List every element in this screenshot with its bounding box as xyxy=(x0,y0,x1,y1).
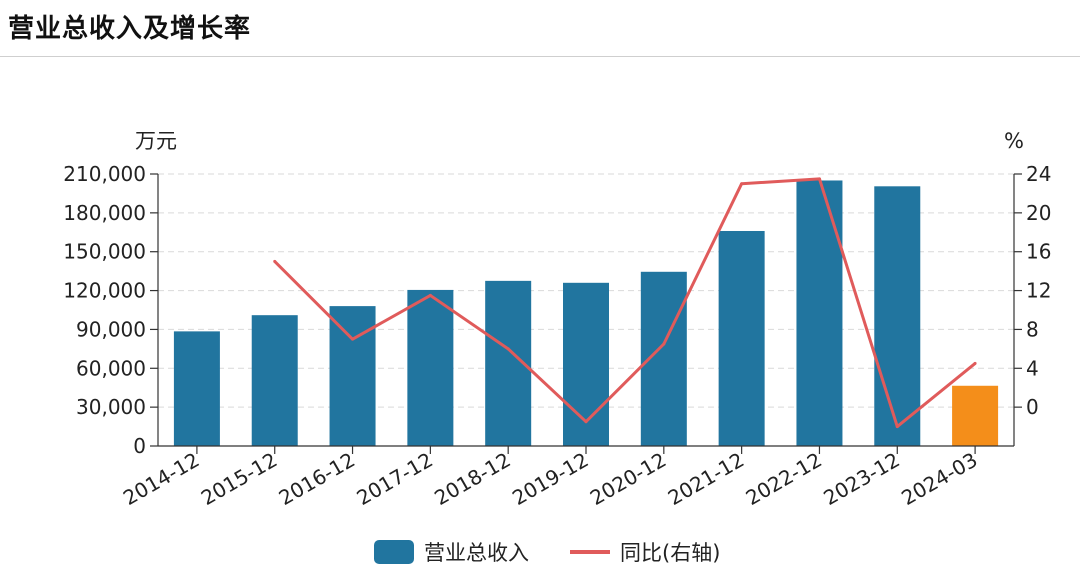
right-tick-label: 8 xyxy=(1026,317,1039,341)
growth-point-2023-12 xyxy=(895,425,899,429)
title-divider xyxy=(0,56,1080,57)
left-tick-label: 60,000 xyxy=(76,356,146,380)
right-tick-label: 20 xyxy=(1026,201,1051,225)
x-tick-label: 2016-12 xyxy=(275,448,359,511)
left-tick-label: 30,000 xyxy=(76,395,146,419)
growth-point-2015-12 xyxy=(273,259,277,263)
legend: 营业总收入 同比(右轴) xyxy=(374,540,720,565)
left-tick-label: 180,000 xyxy=(63,201,146,225)
bar-2015-12 xyxy=(251,315,298,446)
line-series xyxy=(273,177,977,429)
left-tick-label: 90,000 xyxy=(76,317,146,341)
x-tick-label: 2021-12 xyxy=(664,448,748,511)
growth-line xyxy=(273,177,977,429)
left-tick-label: 210,000 xyxy=(63,162,146,186)
x-tick-label: 2014-12 xyxy=(119,448,203,511)
growth-point-2017-12 xyxy=(428,293,432,297)
bar-2021-12 xyxy=(718,230,765,446)
right-tick-label: 0 xyxy=(1026,395,1039,419)
bar-2017-12 xyxy=(407,289,454,446)
bar-2014-12 xyxy=(173,331,220,446)
legend-label-revenue: 营业总收入 xyxy=(424,541,529,565)
x-tick-label: 2015-12 xyxy=(197,448,281,511)
grid-lines xyxy=(158,173,1014,408)
x-tick-label: 2017-12 xyxy=(352,448,436,511)
legend-bar-swatch xyxy=(374,540,414,564)
bar-2019-12 xyxy=(563,282,609,446)
right-tick-label: 16 xyxy=(1026,240,1051,264)
legend-label-growth: 同比(右轴) xyxy=(620,541,720,565)
growth-point-2021-12 xyxy=(740,182,744,186)
x-tick-label: 2023-12 xyxy=(819,448,903,511)
left-tick-label: 120,000 xyxy=(63,279,146,303)
chart-title: 营业总收入及增长率 xyxy=(8,14,252,44)
right-axis-unit: % xyxy=(1004,129,1024,153)
growth-point-2016-12 xyxy=(351,337,355,341)
x-tick-label: 2022-12 xyxy=(742,448,826,511)
bar-2024-03 xyxy=(952,385,999,446)
x-tick-label: 2018-12 xyxy=(430,448,514,511)
bar-series xyxy=(173,180,999,447)
x-tick-label: 2020-12 xyxy=(586,448,670,511)
bar-2022-12 xyxy=(796,180,843,446)
growth-point-2024-03 xyxy=(973,361,977,365)
right-tick-label: 12 xyxy=(1026,279,1051,303)
left-tick-label: 0 xyxy=(133,434,146,458)
bar-2016-12 xyxy=(329,306,376,446)
bar-2023-12 xyxy=(874,186,921,447)
right-tick-label: 4 xyxy=(1026,356,1039,380)
left-tick-label: 150,000 xyxy=(63,240,146,264)
x-tick-label: 2019-12 xyxy=(508,448,592,511)
growth-point-2020-12 xyxy=(662,342,666,346)
left-axis-unit: 万元 xyxy=(135,129,177,153)
growth-point-2022-12 xyxy=(817,177,821,181)
growth-point-2019-12 xyxy=(584,420,588,424)
x-tick-label: 2024-03 xyxy=(897,448,981,511)
right-tick-label: 24 xyxy=(1026,162,1051,186)
growth-point-2018-12 xyxy=(506,347,510,351)
